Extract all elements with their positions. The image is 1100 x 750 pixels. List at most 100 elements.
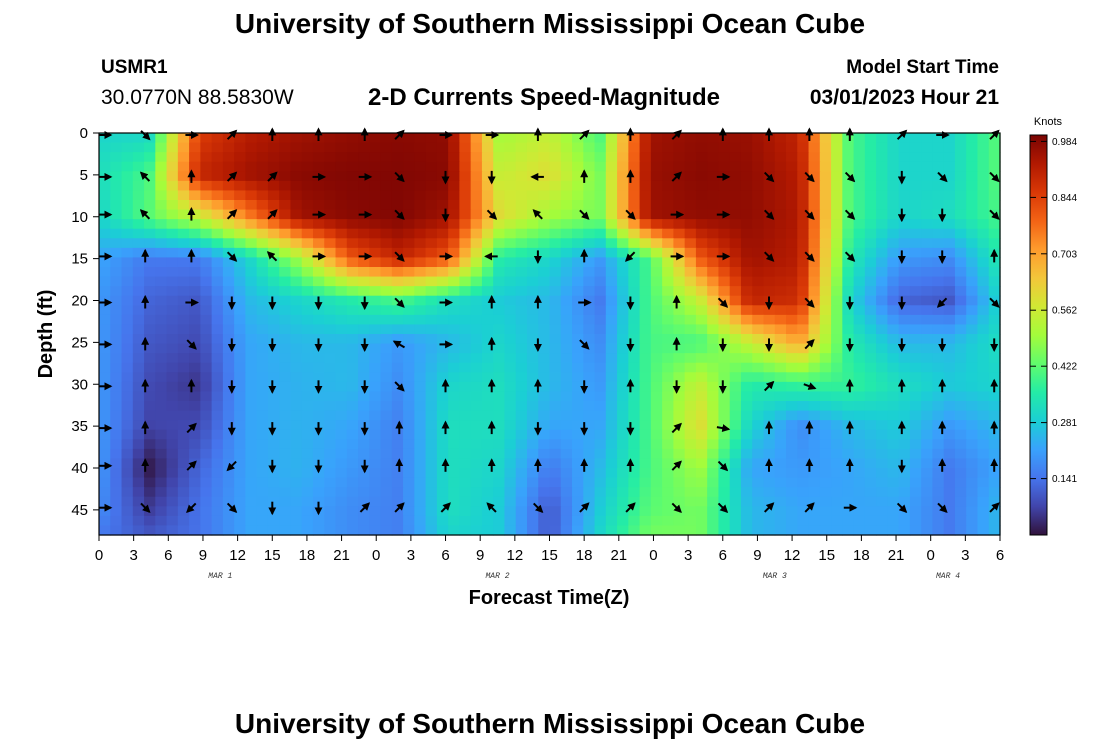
- heatmap-cell: [560, 334, 573, 345]
- heatmap-cell: [481, 200, 494, 211]
- heatmap-cell: [144, 429, 156, 440]
- heatmap-cell: [673, 381, 686, 393]
- heatmap-cell: [470, 324, 483, 335]
- heatmap-cell: [549, 381, 562, 393]
- heatmap-cell: [628, 391, 641, 402]
- heatmap-cell: [369, 219, 382, 230]
- heatmap-cell: [876, 152, 888, 163]
- heatmap-cell: [583, 295, 596, 306]
- heatmap-cell: [628, 506, 641, 517]
- heatmap-cell: [324, 142, 337, 153]
- heatmap-cell: [324, 247, 337, 259]
- heatmap-cell: [312, 401, 325, 412]
- heatmap-cell: [504, 142, 517, 153]
- heatmap-cell: [234, 420, 247, 431]
- heatmap-cell: [267, 324, 280, 335]
- heatmap-cell: [887, 410, 900, 421]
- heatmap-cell: [346, 496, 359, 507]
- heatmap-cell: [290, 381, 303, 393]
- heatmap-cell: [481, 372, 494, 383]
- current-vector-arrow: [804, 209, 815, 220]
- heatmap-cell: [786, 209, 798, 220]
- heatmap-cell: [515, 439, 528, 450]
- heatmap-cell: [605, 209, 618, 220]
- heatmap-cell: [267, 372, 280, 383]
- heatmap-cell: [538, 219, 551, 230]
- heatmap-cell: [954, 525, 967, 536]
- heatmap-cell: [864, 219, 877, 230]
- heatmap-cell: [380, 353, 393, 364]
- heatmap-cell: [110, 401, 123, 412]
- heatmap-cell: [718, 506, 731, 517]
- heatmap-cell: [752, 219, 765, 230]
- heatmap-cell: [684, 439, 697, 450]
- current-vector-arrow: [671, 422, 682, 434]
- heatmap-cell: [301, 324, 314, 335]
- heatmap-cell: [560, 180, 573, 192]
- x-tick-label: 9: [476, 547, 484, 564]
- heatmap-cell: [853, 276, 866, 287]
- heatmap-cell: [988, 219, 1001, 230]
- heatmap-cell: [324, 152, 337, 163]
- heatmap-cell: [245, 257, 258, 268]
- heatmap-cell: [966, 496, 979, 507]
- heatmap-cell: [425, 401, 438, 412]
- heatmap-cell: [177, 458, 190, 469]
- x-tick-label: 9: [199, 547, 207, 564]
- heatmap-cell: [312, 228, 325, 239]
- heatmap-cell: [943, 228, 956, 239]
- heatmap-cell: [200, 525, 213, 536]
- heatmap-cell: [380, 334, 393, 345]
- heatmap-cell: [797, 219, 810, 230]
- heatmap-cell: [673, 401, 686, 412]
- heatmap-cell: [583, 276, 596, 287]
- heatmap-cell: [515, 448, 528, 460]
- heatmap-cell: [132, 477, 145, 488]
- heatmap-cell: [988, 525, 1001, 536]
- heatmap-cell: [177, 171, 190, 182]
- heatmap-cell: [245, 439, 258, 450]
- heatmap-cell: [909, 152, 922, 163]
- heatmap-cell: [774, 209, 787, 220]
- heatmap-cell: [729, 257, 742, 268]
- heatmap-cell: [707, 219, 720, 230]
- heatmap-cell: [526, 305, 539, 316]
- heatmap-cell: [988, 439, 1001, 450]
- heatmap-cell: [572, 468, 584, 479]
- heatmap-cell: [526, 133, 539, 144]
- heatmap-cell: [346, 161, 359, 172]
- heatmap-cell: [324, 343, 337, 354]
- heatmap-cell: [526, 515, 539, 527]
- heatmap-cell: [144, 228, 156, 239]
- heatmap-cell: [301, 429, 314, 440]
- heatmap-cell: [200, 314, 213, 326]
- heatmap-cell: [301, 152, 314, 163]
- heatmap-cell: [639, 334, 652, 345]
- heatmap-cell: [448, 391, 460, 402]
- heatmap-cell: [256, 142, 269, 153]
- heatmap-cell: [391, 334, 404, 345]
- heatmap-cell: [234, 180, 247, 192]
- heatmap-cell: [628, 133, 641, 144]
- heatmap-cell: [324, 487, 337, 498]
- current-vector-arrow: [717, 460, 729, 472]
- heatmap-cell: [515, 496, 528, 507]
- heatmap-cell: [538, 372, 551, 383]
- heatmap-cell: [763, 161, 776, 172]
- heatmap-cell: [177, 506, 190, 517]
- heatmap-cell: [110, 161, 123, 172]
- heatmap-cell: [110, 180, 123, 192]
- heatmap-cell: [966, 200, 979, 211]
- heatmap-cell: [132, 200, 145, 211]
- heatmap-cell: [425, 267, 438, 278]
- heatmap-cell: [459, 247, 472, 259]
- heatmap-cell: [808, 391, 821, 402]
- heatmap-cell: [617, 343, 629, 354]
- heatmap-cell: [583, 305, 596, 316]
- heatmap-cell: [808, 161, 821, 172]
- heatmap-cell: [594, 362, 607, 373]
- heatmap-cell: [932, 286, 945, 297]
- heatmap-cell: [414, 219, 427, 230]
- heatmap-cell: [752, 133, 765, 144]
- heatmap-cell: [324, 200, 337, 211]
